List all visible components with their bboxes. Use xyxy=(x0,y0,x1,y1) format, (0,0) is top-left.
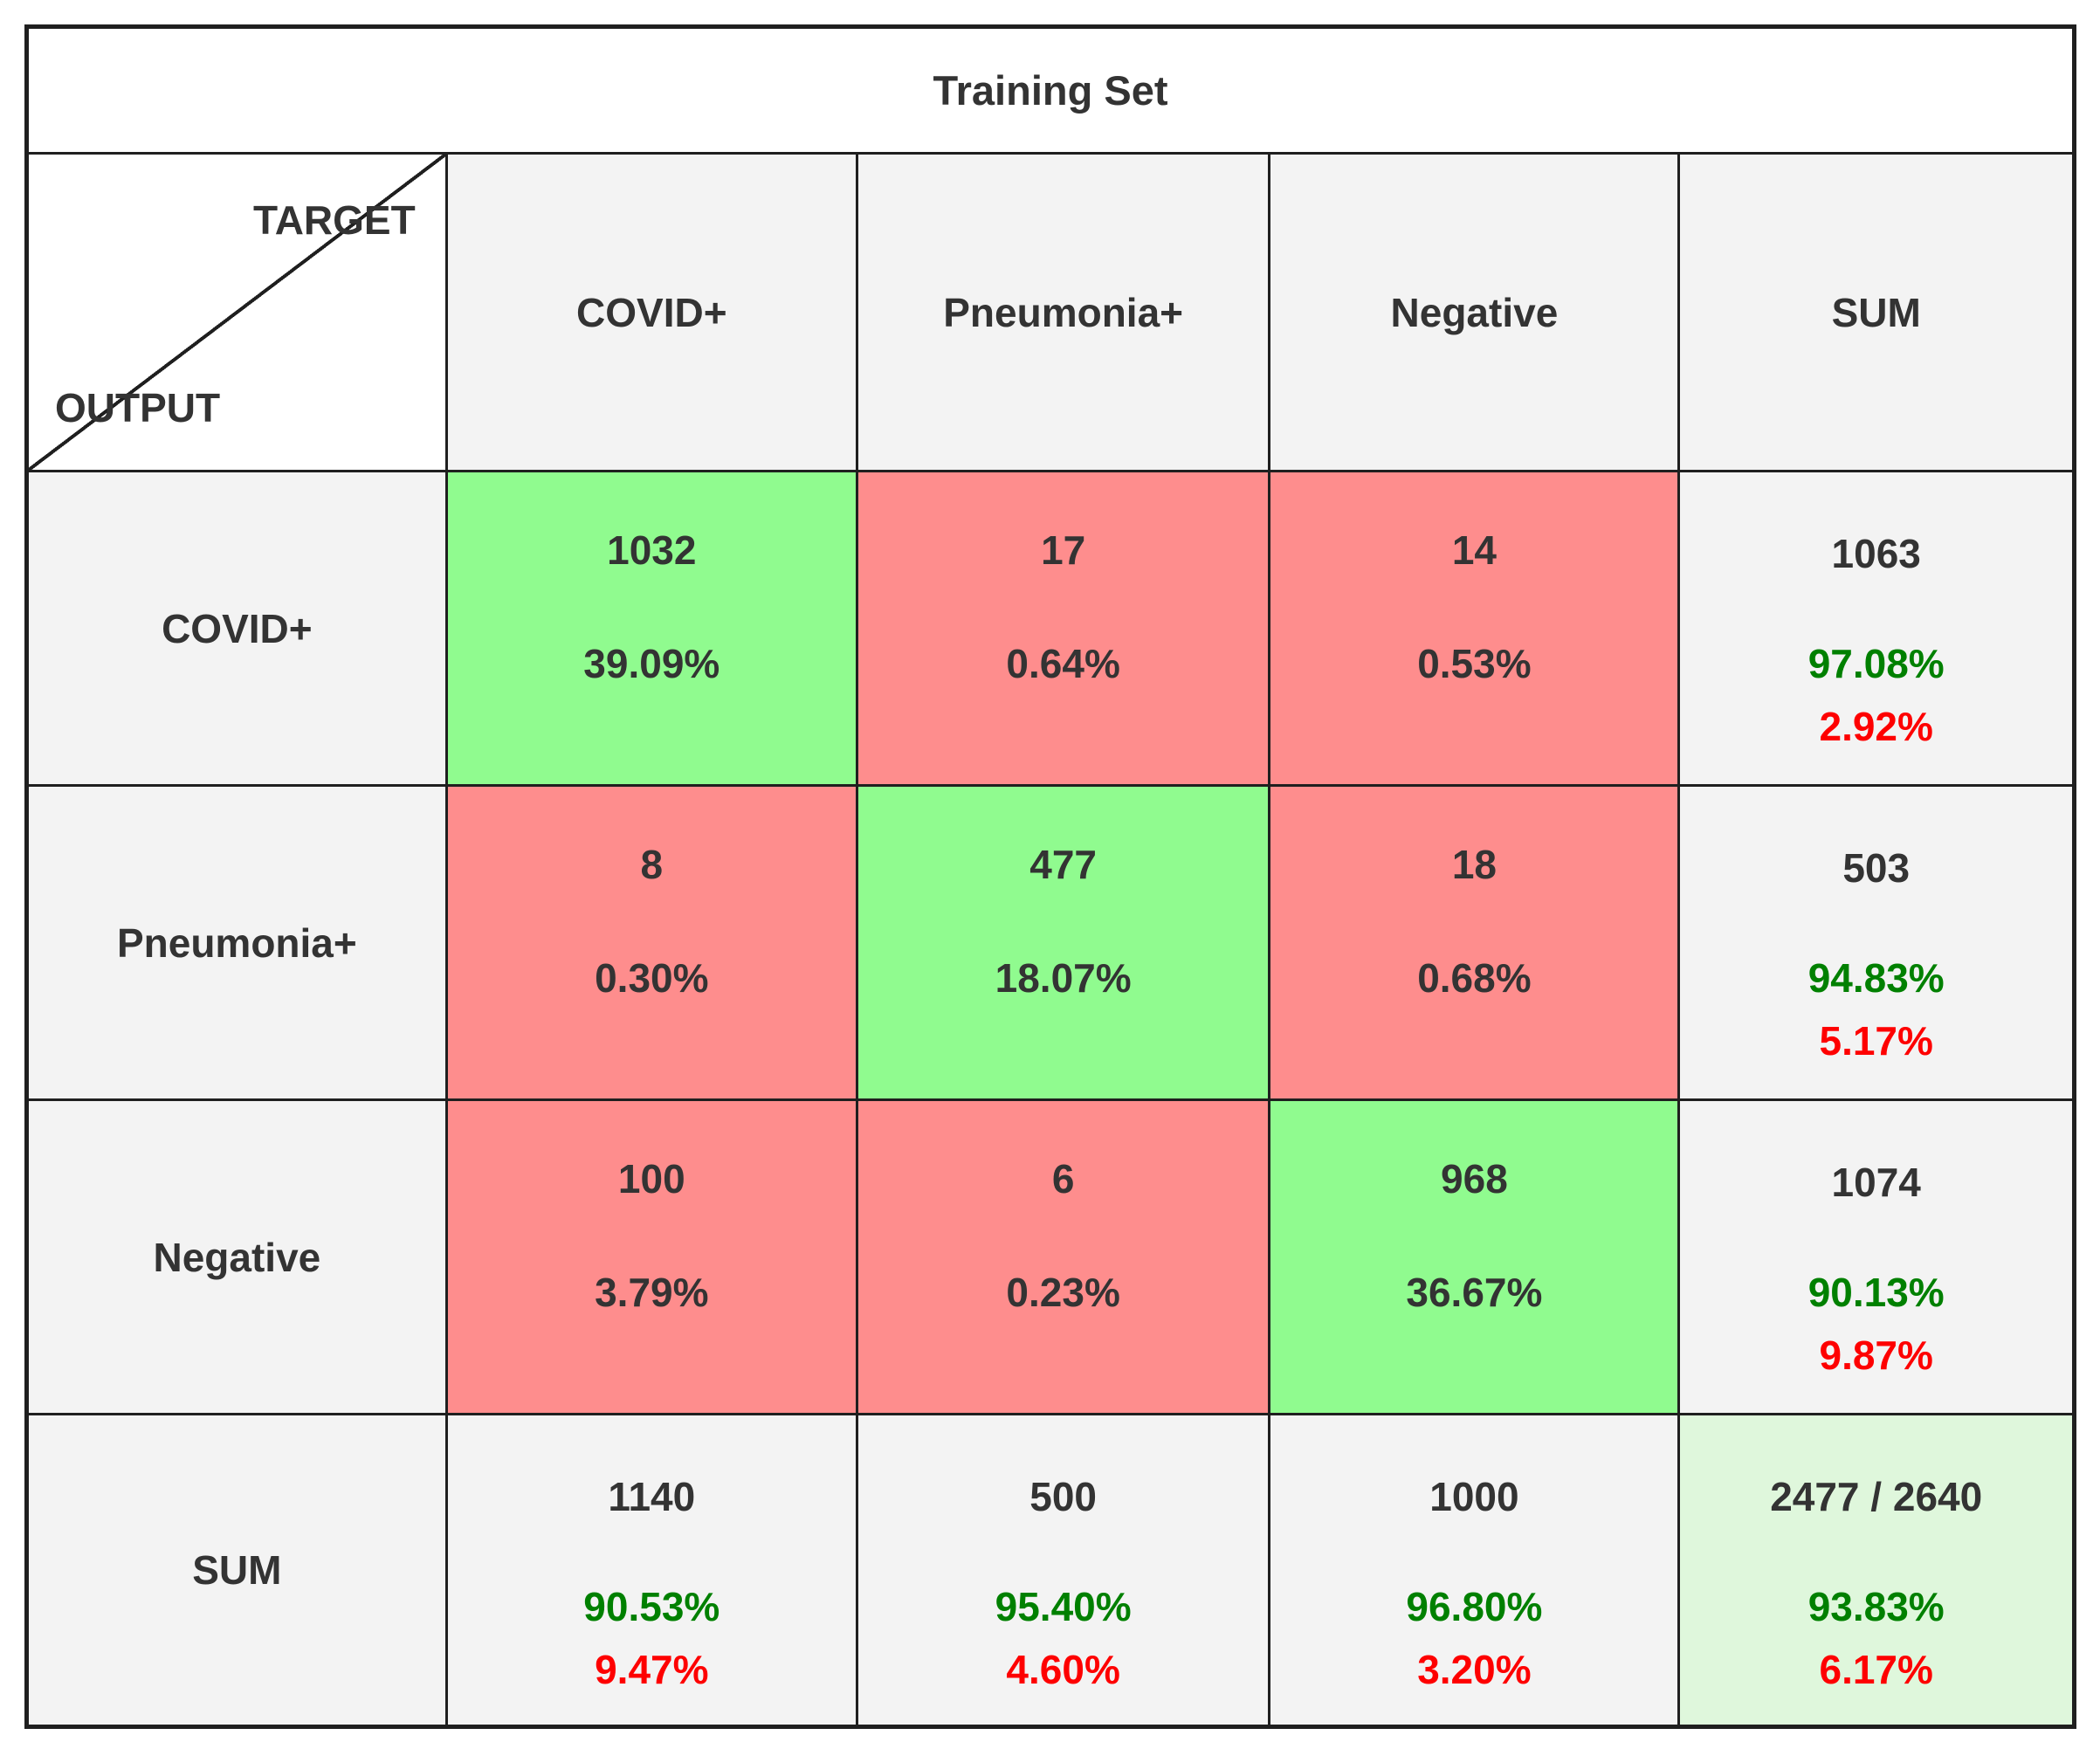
matrix-cell-negative-negative: 968 36.67% xyxy=(1268,1098,1681,1415)
col-sum-cell-negative: 1000 96.80% 3.20% xyxy=(1268,1413,1681,1728)
row-label-sum: SUM xyxy=(25,1413,448,1728)
sum-bad-percent: 4.60% xyxy=(1006,1647,1120,1692)
row-label-negative: Negative xyxy=(25,1098,448,1415)
cell-count: 968 xyxy=(1441,1156,1508,1202)
cell-count: 18 xyxy=(1451,842,1497,887)
matrix-cell-covid-covid: 1032 39.09% xyxy=(444,470,858,787)
output-axis-label: OUTPUT xyxy=(55,385,221,430)
matrix-cell-negative-pneumonia: 6 0.23% xyxy=(855,1098,1271,1415)
column-header-sum: SUM xyxy=(1677,152,2076,472)
row-sum-cell-covid: 1063 97.08% 2.92% xyxy=(1677,470,2076,787)
col-sum-cell-covid: 1140 90.53% 9.47% xyxy=(444,1413,858,1728)
cell-count: 477 xyxy=(1029,842,1098,887)
cell-percent: 18.07% xyxy=(995,955,1132,1001)
cell-percent: 0.23% xyxy=(1006,1270,1120,1315)
cell-percent: 0.68% xyxy=(1417,955,1532,1001)
matrix-cell-pneumonia-covid: 8 0.30% xyxy=(444,784,858,1101)
column-header-covid: COVID+ xyxy=(444,152,858,472)
sum-count: 1140 xyxy=(608,1474,696,1519)
cell-percent: 3.79% xyxy=(595,1270,709,1315)
cell-percent: 0.64% xyxy=(1006,641,1120,686)
total-accuracy-percent: 93.83% xyxy=(1807,1584,1945,1629)
sum-count: 1063 xyxy=(1831,531,1921,576)
matrix-cell-pneumonia-pneumonia: 477 18.07% xyxy=(855,784,1271,1101)
sum-count: 1074 xyxy=(1831,1160,1921,1205)
cell-count: 14 xyxy=(1451,527,1497,573)
sum-bad-percent: 3.20% xyxy=(1417,1647,1532,1692)
column-header-negative: Negative xyxy=(1268,152,1681,472)
sum-bad-percent: 9.47% xyxy=(595,1647,709,1692)
overall-total-cell: 2477 / 2640 93.83% 6.17% xyxy=(1677,1413,2076,1728)
cell-count: 17 xyxy=(1041,527,1086,573)
cell-count: 8 xyxy=(640,842,664,887)
row-sum-cell-pneumonia: 503 94.83% 5.17% xyxy=(1677,784,2076,1101)
target-axis-label: TARGET xyxy=(253,197,416,243)
row-sum-cell-negative: 1074 90.13% 9.87% xyxy=(1677,1098,2076,1415)
cell-percent: 0.53% xyxy=(1417,641,1532,686)
sum-good-percent: 95.40% xyxy=(995,1584,1132,1629)
sum-count: 503 xyxy=(1842,845,1911,891)
matrix-cell-covid-pneumonia: 17 0.64% xyxy=(855,470,1271,787)
confusion-matrix-figure: Training Set TARGET OUTPUT COVID+ Pneumo… xyxy=(24,24,2076,1729)
diagonal-divider xyxy=(29,155,445,470)
cell-count: 100 xyxy=(617,1156,685,1202)
matrix-cell-negative-covid: 100 3.79% xyxy=(444,1098,858,1415)
corner-cell: TARGET OUTPUT xyxy=(25,152,448,472)
sum-count: 1000 xyxy=(1429,1474,1519,1519)
cell-percent: 39.09% xyxy=(583,641,720,686)
total-error-percent: 6.17% xyxy=(1819,1647,1933,1692)
table-title: Training Set xyxy=(25,25,2076,155)
total-count: 2477 / 2640 xyxy=(1770,1474,1983,1519)
matrix-cell-pneumonia-negative: 18 0.68% xyxy=(1268,784,1681,1101)
column-header-pneumonia: Pneumonia+ xyxy=(855,152,1271,472)
sum-bad-percent: 9.87% xyxy=(1819,1332,1933,1378)
matrix-cell-covid-negative: 14 0.53% xyxy=(1268,470,1681,787)
row-label-covid: COVID+ xyxy=(25,470,448,787)
sum-good-percent: 97.08% xyxy=(1807,641,1945,686)
col-sum-cell-pneumonia: 500 95.40% 4.60% xyxy=(855,1413,1271,1728)
sum-bad-percent: 5.17% xyxy=(1819,1018,1933,1064)
cell-percent: 36.67% xyxy=(1406,1270,1543,1315)
cell-count: 6 xyxy=(1051,1156,1075,1202)
sum-count: 500 xyxy=(1029,1474,1098,1519)
row-label-pneumonia: Pneumonia+ xyxy=(25,784,448,1101)
cell-percent: 0.30% xyxy=(595,955,709,1001)
confusion-matrix-table: Training Set TARGET OUTPUT COVID+ Pneumo… xyxy=(24,24,2076,1729)
sum-good-percent: 90.53% xyxy=(583,1584,720,1629)
sum-good-percent: 90.13% xyxy=(1807,1270,1945,1315)
sum-bad-percent: 2.92% xyxy=(1819,704,1933,749)
sum-good-percent: 96.80% xyxy=(1406,1584,1543,1629)
sum-good-percent: 94.83% xyxy=(1807,955,1945,1001)
cell-count: 1032 xyxy=(607,527,697,573)
